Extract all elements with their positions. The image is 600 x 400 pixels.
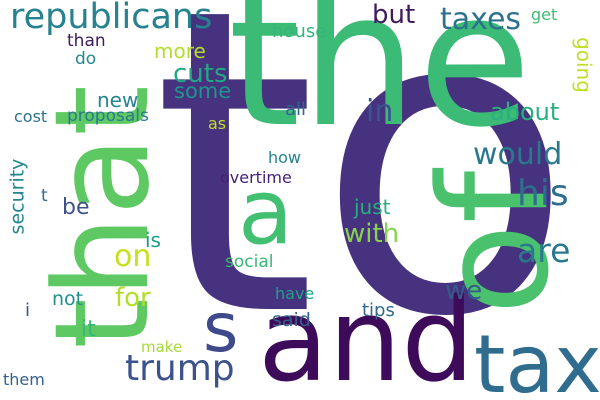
word-how: how <box>268 148 302 167</box>
word-be: be <box>62 195 90 220</box>
word-new: new <box>97 88 139 112</box>
word-to: to <box>152 0 574 400</box>
word-republicans: republicans <box>10 0 213 37</box>
word-make: make <box>141 338 183 356</box>
word-a: a <box>238 160 294 265</box>
word-for: for <box>115 283 151 313</box>
word-more: more <box>154 39 206 63</box>
word-tax: tax <box>474 318 600 400</box>
word-trump: trump <box>125 348 235 389</box>
word-just: just <box>354 195 391 219</box>
word-with: with <box>344 219 400 249</box>
word-get: get <box>531 5 558 24</box>
word-going: going <box>571 37 596 93</box>
word-security: security <box>6 158 29 235</box>
word-overtime: overtime <box>220 168 292 187</box>
word-all: all <box>285 99 307 120</box>
word-than: than <box>67 31 106 51</box>
word-i: i <box>25 300 31 321</box>
word-said: said <box>272 309 311 331</box>
word-the: the <box>228 0 532 168</box>
word-on: on <box>114 239 152 274</box>
word-tips: tips <box>362 300 395 321</box>
word-but: but <box>372 0 416 30</box>
word-have: have <box>275 284 315 303</box>
word-not: not <box>52 288 84 310</box>
word-cost: cost <box>14 107 48 126</box>
word-his: his <box>517 173 569 214</box>
word-social: social <box>225 252 274 272</box>
word-taxes: taxes <box>440 2 522 37</box>
word-house: house <box>272 21 327 42</box>
word-is: is <box>145 228 161 252</box>
word-s: s <box>203 289 239 368</box>
word-t: t <box>41 186 48 206</box>
word-and: and <box>258 274 475 400</box>
word-proposals: proposals <box>67 106 149 126</box>
word-them: them <box>3 370 45 389</box>
word-it: it <box>81 317 96 342</box>
word-are: are <box>517 231 571 270</box>
word-would: would <box>473 137 563 172</box>
word-we: we <box>445 276 483 306</box>
word-in: in <box>366 94 394 129</box>
word-some: some <box>174 79 232 103</box>
word-cuts: cuts <box>173 59 228 89</box>
word-as: as <box>208 114 227 133</box>
word-about: about <box>490 98 560 126</box>
word-do: do <box>75 49 97 69</box>
